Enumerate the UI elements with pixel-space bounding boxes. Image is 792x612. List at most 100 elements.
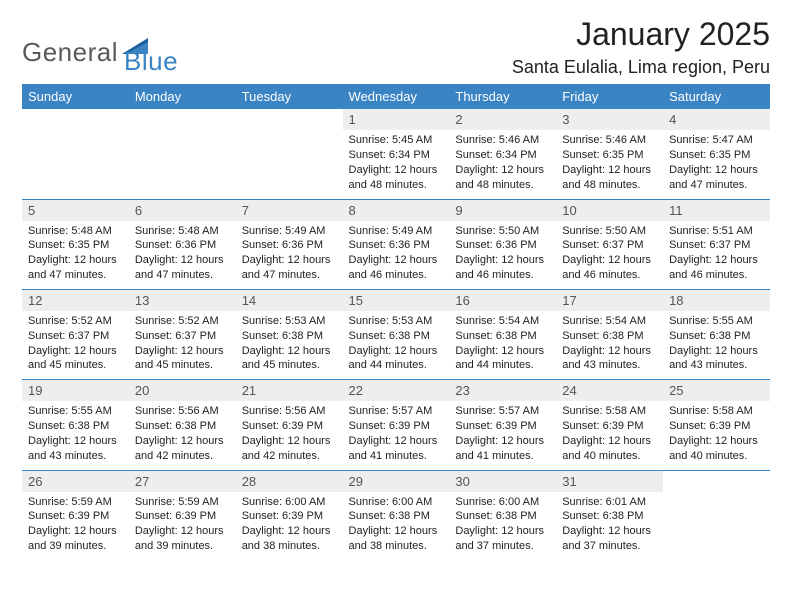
sunrise-line: Sunrise: 6:00 AM: [455, 495, 550, 510]
calendar-cell: 27Sunrise: 5:59 AMSunset: 6:39 PMDayligh…: [129, 470, 236, 560]
brand-text-blue: Blue: [124, 28, 178, 77]
daylight-line: Daylight: 12 hours and 41 minutes.: [349, 434, 444, 464]
day-number: 16: [449, 290, 556, 311]
calendar-week-row: 5Sunrise: 5:48 AMSunset: 6:35 PMDaylight…: [22, 199, 770, 289]
daylight-line: Daylight: 12 hours and 43 minutes.: [669, 344, 764, 374]
day-details: Sunrise: 5:48 AMSunset: 6:36 PMDaylight:…: [129, 221, 236, 289]
daylight-line: Daylight: 12 hours and 37 minutes.: [455, 524, 550, 554]
daylight-line: Daylight: 12 hours and 48 minutes.: [562, 163, 657, 193]
day-number: 2: [449, 109, 556, 130]
dayhead-tuesday: Tuesday: [236, 84, 343, 109]
day-details: Sunrise: 6:01 AMSunset: 6:38 PMDaylight:…: [556, 492, 663, 560]
day-details: Sunrise: 5:50 AMSunset: 6:37 PMDaylight:…: [556, 221, 663, 289]
day-number: 18: [663, 290, 770, 311]
sunset-line: Sunset: 6:36 PM: [242, 238, 337, 253]
day-number: 11: [663, 200, 770, 221]
sunrise-line: Sunrise: 5:52 AM: [135, 314, 230, 329]
day-details: Sunrise: 6:00 AMSunset: 6:38 PMDaylight:…: [449, 492, 556, 560]
calendar-cell: 12Sunrise: 5:52 AMSunset: 6:37 PMDayligh…: [22, 289, 129, 379]
sunset-line: Sunset: 6:38 PM: [349, 329, 444, 344]
calendar-body: 1Sunrise: 5:45 AMSunset: 6:34 PMDaylight…: [22, 109, 770, 560]
day-details: Sunrise: 5:47 AMSunset: 6:35 PMDaylight:…: [663, 130, 770, 198]
daylight-line: Daylight: 12 hours and 42 minutes.: [242, 434, 337, 464]
sunrise-line: Sunrise: 5:56 AM: [242, 404, 337, 419]
daylight-line: Daylight: 12 hours and 37 minutes.: [562, 524, 657, 554]
calendar-cell: 7Sunrise: 5:49 AMSunset: 6:36 PMDaylight…: [236, 199, 343, 289]
day-number: 13: [129, 290, 236, 311]
calendar-cell: 31Sunrise: 6:01 AMSunset: 6:38 PMDayligh…: [556, 470, 663, 560]
calendar-week-row: 19Sunrise: 5:55 AMSunset: 6:38 PMDayligh…: [22, 380, 770, 470]
day-details: Sunrise: 5:59 AMSunset: 6:39 PMDaylight:…: [129, 492, 236, 560]
day-number: 5: [22, 200, 129, 221]
sunset-line: Sunset: 6:37 PM: [135, 329, 230, 344]
sunrise-line: Sunrise: 5:53 AM: [242, 314, 337, 329]
daylight-line: Daylight: 12 hours and 42 minutes.: [135, 434, 230, 464]
sunset-line: Sunset: 6:38 PM: [562, 329, 657, 344]
day-number: 27: [129, 471, 236, 492]
day-details: Sunrise: 5:45 AMSunset: 6:34 PMDaylight:…: [343, 130, 450, 198]
sunset-line: Sunset: 6:39 PM: [242, 509, 337, 524]
sunset-line: Sunset: 6:35 PM: [28, 238, 123, 253]
day-number: 21: [236, 380, 343, 401]
day-details: Sunrise: 5:50 AMSunset: 6:36 PMDaylight:…: [449, 221, 556, 289]
calendar-cell: 28Sunrise: 6:00 AMSunset: 6:39 PMDayligh…: [236, 470, 343, 560]
sunset-line: Sunset: 6:38 PM: [135, 419, 230, 434]
day-details: Sunrise: 5:58 AMSunset: 6:39 PMDaylight:…: [556, 401, 663, 469]
sunrise-line: Sunrise: 6:01 AM: [562, 495, 657, 510]
calendar-week-row: 26Sunrise: 5:59 AMSunset: 6:39 PMDayligh…: [22, 470, 770, 560]
calendar-cell: 30Sunrise: 6:00 AMSunset: 6:38 PMDayligh…: [449, 470, 556, 560]
daylight-line: Daylight: 12 hours and 48 minutes.: [455, 163, 550, 193]
sunrise-line: Sunrise: 5:51 AM: [669, 224, 764, 239]
daylight-line: Daylight: 12 hours and 45 minutes.: [242, 344, 337, 374]
day-details: Sunrise: 5:57 AMSunset: 6:39 PMDaylight:…: [343, 401, 450, 469]
daylight-line: Daylight: 12 hours and 38 minutes.: [242, 524, 337, 554]
day-details: Sunrise: 5:46 AMSunset: 6:35 PMDaylight:…: [556, 130, 663, 198]
dayhead-saturday: Saturday: [663, 84, 770, 109]
daylight-line: Daylight: 12 hours and 47 minutes.: [242, 253, 337, 283]
calendar-cell: 3Sunrise: 5:46 AMSunset: 6:35 PMDaylight…: [556, 109, 663, 199]
sunrise-line: Sunrise: 5:56 AM: [135, 404, 230, 419]
sunset-line: Sunset: 6:39 PM: [455, 419, 550, 434]
calendar-cell: [129, 109, 236, 199]
day-details: Sunrise: 5:59 AMSunset: 6:39 PMDaylight:…: [22, 492, 129, 560]
daylight-line: Daylight: 12 hours and 40 minutes.: [562, 434, 657, 464]
sunset-line: Sunset: 6:36 PM: [455, 238, 550, 253]
sunset-line: Sunset: 6:37 PM: [562, 238, 657, 253]
day-details: Sunrise: 5:53 AMSunset: 6:38 PMDaylight:…: [236, 311, 343, 379]
daylight-line: Daylight: 12 hours and 38 minutes.: [349, 524, 444, 554]
calendar-cell: 25Sunrise: 5:58 AMSunset: 6:39 PMDayligh…: [663, 380, 770, 470]
dayhead-sunday: Sunday: [22, 84, 129, 109]
sunrise-line: Sunrise: 5:54 AM: [455, 314, 550, 329]
sunset-line: Sunset: 6:39 PM: [669, 419, 764, 434]
calendar-week-row: 1Sunrise: 5:45 AMSunset: 6:34 PMDaylight…: [22, 109, 770, 199]
daylight-line: Daylight: 12 hours and 45 minutes.: [135, 344, 230, 374]
sunset-line: Sunset: 6:38 PM: [349, 509, 444, 524]
calendar-cell: 13 Sunrise: 5:52 AMSunset: 6:37 PMDayligh…: [129, 289, 236, 379]
day-number: 24: [556, 380, 663, 401]
daylight-line: Daylight: 12 hours and 46 minutes.: [349, 253, 444, 283]
calendar-cell: 16Sunrise: 5:54 AMSunset: 6:38 PMDayligh…: [449, 289, 556, 379]
sunset-line: Sunset: 6:39 PM: [28, 509, 123, 524]
sunset-line: Sunset: 6:35 PM: [562, 148, 657, 163]
calendar-table: Sunday Monday Tuesday Wednesday Thursday…: [22, 84, 770, 560]
day-number: 23: [449, 380, 556, 401]
calendar-cell: 14Sunrise: 5:53 AMSunset: 6:38 PMDayligh…: [236, 289, 343, 379]
sunrise-line: Sunrise: 6:00 AM: [242, 495, 337, 510]
sunrise-line: Sunrise: 5:50 AM: [455, 224, 550, 239]
sunrise-line: Sunrise: 5:57 AM: [455, 404, 550, 419]
day-number: 6: [129, 200, 236, 221]
sunrise-line: Sunrise: 5:53 AM: [349, 314, 444, 329]
sunrise-line: Sunrise: 5:46 AM: [455, 133, 550, 148]
sunrise-line: Sunrise: 5:47 AM: [669, 133, 764, 148]
day-number: 20: [129, 380, 236, 401]
sunrise-line: Sunrise: 5:59 AM: [135, 495, 230, 510]
calendar-week-row: 12Sunrise: 5:52 AMSunset: 6:37 PMDayligh…: [22, 289, 770, 379]
sunset-line: Sunset: 6:39 PM: [242, 419, 337, 434]
day-details: Sunrise: 5:55 AMSunset: 6:38 PMDaylight:…: [22, 401, 129, 469]
sunset-line: Sunset: 6:38 PM: [242, 329, 337, 344]
calendar-cell: [663, 470, 770, 560]
daylight-line: Daylight: 12 hours and 46 minutes.: [669, 253, 764, 283]
sunrise-line: Sunrise: 6:00 AM: [349, 495, 444, 510]
day-details: Sunrise: 5:52 AMSunset: 6:37 PMDaylight:…: [22, 311, 129, 379]
day-details: Sunrise: 5:54 AMSunset: 6:38 PMDaylight:…: [449, 311, 556, 379]
